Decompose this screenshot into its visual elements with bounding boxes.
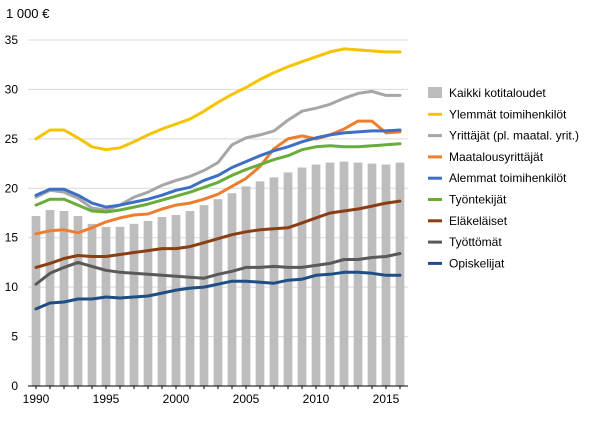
bar-kaikki-kotitaloudet bbox=[101, 226, 111, 386]
x-tick-label: 2015 bbox=[373, 392, 400, 406]
series-line-4 bbox=[34, 142, 402, 214]
series-line-1 bbox=[34, 89, 402, 212]
x-tick-label: 2005 bbox=[233, 392, 260, 406]
legend: Kaikki kotitaloudet Ylemmät toimihenkilöt… bbox=[428, 86, 579, 270]
legend-label: Alemmat toimihenkilöt bbox=[449, 171, 567, 185]
axes: 0 5 10 15 20 25 30 35 1990 1995 2000 2005 2010 2015 bbox=[5, 33, 408, 406]
y-tick-label: 5 bbox=[11, 330, 18, 344]
bar-kaikki-kotitaloudet bbox=[297, 167, 307, 386]
legend-swatch-bar bbox=[428, 87, 442, 98]
series-line-6 bbox=[34, 252, 402, 286]
series-line-7 bbox=[34, 270, 402, 311]
bar-kaikki-kotitaloudet bbox=[31, 215, 41, 386]
y-tick-label: 35 bbox=[5, 33, 19, 47]
bar-kaikki-kotitaloudet bbox=[157, 216, 167, 386]
legend-label: Ylemmät toimihenkilöt bbox=[449, 107, 567, 121]
series-line-2 bbox=[34, 119, 402, 236]
legend-label: Maatalousyrittäjät bbox=[449, 150, 544, 164]
bar-kaikki-kotitaloudet bbox=[115, 226, 125, 386]
series-line-3 bbox=[34, 128, 402, 209]
bar-kaikki-kotitaloudet bbox=[45, 210, 55, 386]
y-tick-label: 15 bbox=[5, 231, 19, 245]
bar-kaikki-kotitaloudet bbox=[73, 215, 83, 386]
y-tick-label: 30 bbox=[5, 82, 19, 96]
x-tick-label: 1990 bbox=[23, 392, 50, 406]
series-line-0 bbox=[34, 47, 402, 152]
series-line-5 bbox=[34, 199, 402, 269]
bar-kaikki-kotitaloudet bbox=[227, 193, 237, 386]
y-tick-label: 20 bbox=[5, 181, 19, 195]
x-tick-label: 2010 bbox=[303, 392, 330, 406]
legend-label: Työttömät bbox=[449, 235, 502, 249]
legend-label: Yrittäjät (pl. maatal. yrit.) bbox=[449, 129, 579, 143]
unit-label: 1 000 € bbox=[6, 6, 50, 21]
bar-kaikki-kotitaloudet bbox=[353, 162, 363, 386]
y-tick-label: 0 bbox=[11, 379, 18, 393]
bar-kaikki-kotitaloudet bbox=[129, 223, 139, 386]
bar-kaikki-kotitaloudet bbox=[199, 205, 209, 386]
series-lines bbox=[34, 47, 402, 311]
bar-kaikki-kotitaloudet bbox=[241, 186, 251, 386]
bar-kaikki-kotitaloudet bbox=[171, 214, 181, 386]
bar-kaikki-kotitaloudet bbox=[87, 223, 97, 386]
bar-kaikki-kotitaloudet bbox=[59, 211, 69, 386]
legend-label: Opiskelijat bbox=[449, 256, 505, 270]
legend-label: Eläkeläiset bbox=[449, 214, 508, 228]
y-tick-label: 25 bbox=[5, 132, 19, 146]
legend-label: Kaikki kotitaloudet bbox=[449, 86, 546, 100]
legend-label: Työntekijät bbox=[449, 193, 507, 207]
bar-kaikki-kotitaloudet bbox=[143, 220, 153, 386]
x-tick-label: 1995 bbox=[93, 392, 120, 406]
y-tick-label: 10 bbox=[5, 280, 19, 294]
bar-kaikki-kotitaloudet bbox=[213, 199, 223, 386]
bar-kaikki-kotitaloudet bbox=[185, 211, 195, 386]
x-tick-label: 2000 bbox=[163, 392, 190, 406]
